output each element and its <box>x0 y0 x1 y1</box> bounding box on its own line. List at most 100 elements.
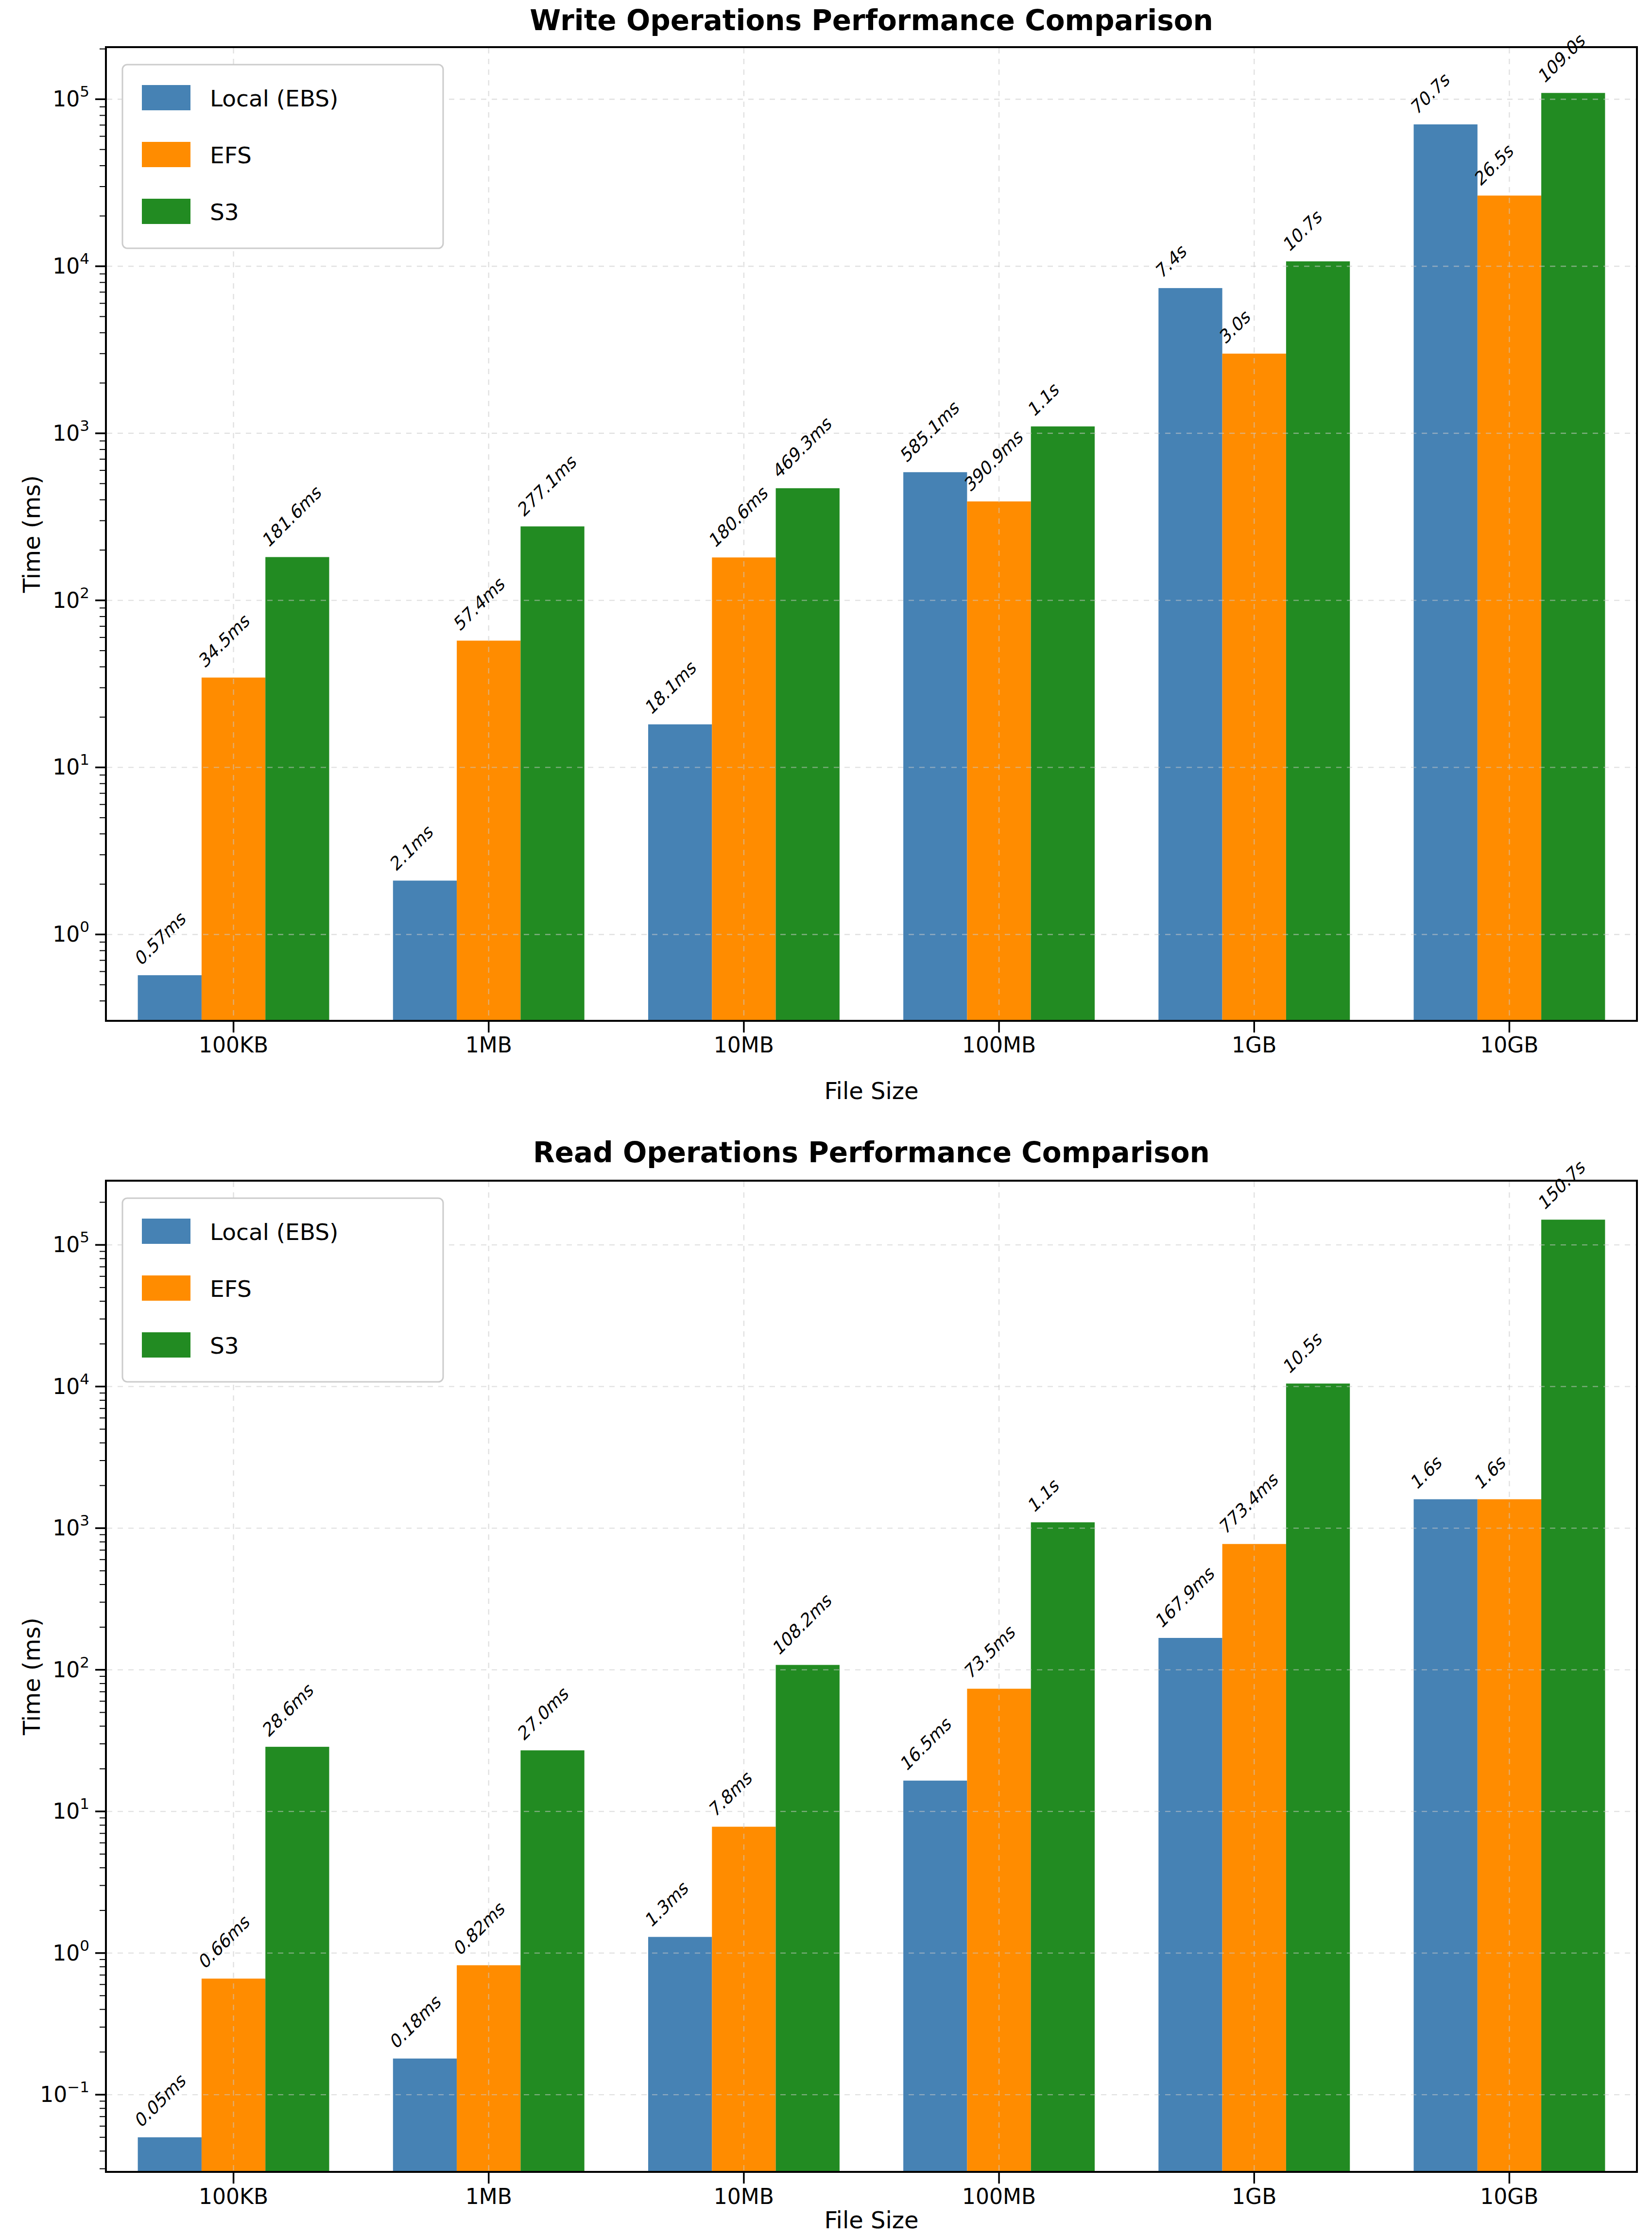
bar-value-label: 0.66ms <box>193 1912 254 1973</box>
bar-s3-10gb <box>1541 1220 1605 2172</box>
bar-local-ebs-100kb <box>138 2137 202 2172</box>
bar-value-label: 1.6s <box>1405 1452 1446 1493</box>
bar-efs-100mb <box>967 501 1031 1021</box>
legend-swatch-efs <box>142 1275 190 1301</box>
bar-value-label: 277.1ms <box>512 452 581 521</box>
bar-local-ebs-10gb <box>1414 1499 1478 2172</box>
y-tick-label: 103 <box>52 417 89 446</box>
bar-s3-1gb <box>1286 261 1350 1021</box>
legend-label: S3 <box>210 1332 239 1359</box>
x-tick-label: 1MB <box>465 2184 512 2209</box>
bar-value-label: 0.05ms <box>129 2070 190 2131</box>
y-tick-label: 104 <box>52 250 89 278</box>
bar-s3-100mb <box>1031 427 1095 1021</box>
bar-value-label: 10.7s <box>1278 206 1327 256</box>
bar-value-label: 585.1ms <box>895 397 964 466</box>
y-tick-label: 102 <box>52 584 89 613</box>
bar-value-label: 0.82ms <box>448 1898 509 1959</box>
bar-value-label: 1.6s <box>1469 1452 1510 1493</box>
figure: 0.57ms 2.1ms 18.1ms 585.1ms 7.4s 70.7s 34.5ms 5… <box>0 0 1652 2237</box>
x-tick-label: 1GB <box>1232 2184 1276 2209</box>
bar-local-ebs-100kb <box>138 975 202 1021</box>
bar-s3-10mb <box>776 1665 840 2172</box>
bar-value-label: 2.1ms <box>384 822 437 875</box>
legend-swatch-local-ebs <box>142 85 190 110</box>
bar-s3-10mb <box>776 488 840 1021</box>
y-tick-label: 102 <box>52 1653 89 1682</box>
bar-value-label: 469.3ms <box>767 413 836 482</box>
bar-value-label: 1.1s <box>1022 1475 1063 1516</box>
bar-value-label: 109.0s <box>1533 30 1590 87</box>
bar-s3-1mb <box>520 1750 584 2172</box>
chart-title: Read Operations Performance Comparison <box>533 1136 1210 1169</box>
chart-write: 0.57ms 2.1ms 18.1ms 585.1ms 7.4s 70.7s 34.5ms 5… <box>18 4 1637 1104</box>
y-tick-label: 104 <box>52 1370 89 1399</box>
legend-label: S3 <box>210 199 239 225</box>
legend-label: EFS <box>210 1275 252 1302</box>
bar-s3-10gb <box>1541 93 1605 1021</box>
bar-value-label: 18.1ms <box>640 657 701 718</box>
bar-value-label: 10.5s <box>1278 1329 1327 1378</box>
bar-value-label: 1.1s <box>1022 379 1063 420</box>
legend-swatch-local-ebs <box>142 1219 190 1244</box>
x-tick-label: 100KB <box>199 1032 268 1057</box>
bar-s3-100kb <box>265 1747 329 2172</box>
bar-value-label: 73.5ms <box>959 1622 1019 1683</box>
bar-value-label: 7.8ms <box>704 1768 757 1821</box>
performance-comparison-figure: 0.57ms 2.1ms 18.1ms 585.1ms 7.4s 70.7s 34.5ms 5… <box>0 0 1652 2237</box>
y-tick-label: 105 <box>52 1228 89 1257</box>
bar-local-ebs-100mb <box>903 472 967 1021</box>
bar-local-ebs-10mb <box>648 1937 712 2172</box>
x-tick-label: 100KB <box>199 2184 268 2209</box>
legend: Local (EBS) EFS S3 <box>122 65 443 248</box>
x-tick-label: 1MB <box>465 1032 512 1057</box>
legend-swatch-efs <box>142 142 190 167</box>
bar-value-label: 0.57ms <box>129 908 190 969</box>
x-tick-label: 10MB <box>714 1032 774 1057</box>
chart-title: Write Operations Performance Comparison <box>530 4 1213 37</box>
bar-local-ebs-1gb <box>1158 288 1222 1021</box>
y-tick-label: 105 <box>52 83 89 111</box>
bar-local-ebs-1gb <box>1158 1638 1222 2172</box>
bar-value-label: 70.7s <box>1405 69 1454 119</box>
bar-local-ebs-1mb <box>393 2059 457 2172</box>
bar-value-label: 57.4ms <box>448 574 509 635</box>
bar-s3-1mb <box>520 526 584 1021</box>
y-tick-label: 101 <box>52 1795 89 1824</box>
bar-value-label: 167.9ms <box>1150 1563 1219 1632</box>
x-axis-label: File Size <box>824 1077 918 1104</box>
bar-value-label: 108.2ms <box>767 1590 836 1659</box>
bar-value-label: 180.6ms <box>704 482 773 551</box>
x-tick-label: 10GB <box>1480 1032 1538 1057</box>
chart-read: 0.05ms 0.18ms 1.3ms 16.5ms 167.9ms 1.6s 0.66ms… <box>18 1136 1637 2234</box>
bar-local-ebs-100mb <box>903 1781 967 2172</box>
legend-swatch-s3 <box>142 199 190 224</box>
bar-value-label: 181.6ms <box>257 482 326 551</box>
y-axis-label: Time (ms) <box>18 1618 45 1736</box>
bar-value-label: 7.4s <box>1150 241 1191 282</box>
bar-value-label: 150.7s <box>1533 1157 1590 1214</box>
y-tick-label: 100 <box>52 918 89 946</box>
legend-label: Local (EBS) <box>210 85 338 112</box>
bar-value-label: 34.5ms <box>193 611 254 671</box>
bar-local-ebs-10mb <box>648 724 712 1021</box>
x-tick-label: 1GB <box>1232 1032 1276 1057</box>
bar-local-ebs-1mb <box>393 880 457 1021</box>
legend-swatch-s3 <box>142 1332 190 1358</box>
bar-value-label: 0.18ms <box>384 1992 445 2052</box>
y-tick-label: 10−1 <box>40 2078 89 2107</box>
bar-s3-1gb <box>1286 1384 1350 2172</box>
y-tick-label: 103 <box>52 1512 89 1540</box>
legend-label: EFS <box>210 142 252 169</box>
bar-value-label: 390.9ms <box>959 427 1028 496</box>
bar-s3-100kb <box>265 557 329 1021</box>
y-axis-label: Time (ms) <box>18 475 45 593</box>
x-tick-label: 10MB <box>714 2184 774 2209</box>
y-tick-label: 100 <box>52 1937 89 1965</box>
x-tick-label: 100MB <box>962 2184 1036 2209</box>
bar-s3-100mb <box>1031 1522 1095 2172</box>
bar-local-ebs-10gb <box>1414 124 1478 1021</box>
bar-value-label: 16.5ms <box>895 1714 956 1774</box>
bar-value-label: 1.3ms <box>640 1878 693 1931</box>
x-tick-label: 10GB <box>1480 2184 1538 2209</box>
